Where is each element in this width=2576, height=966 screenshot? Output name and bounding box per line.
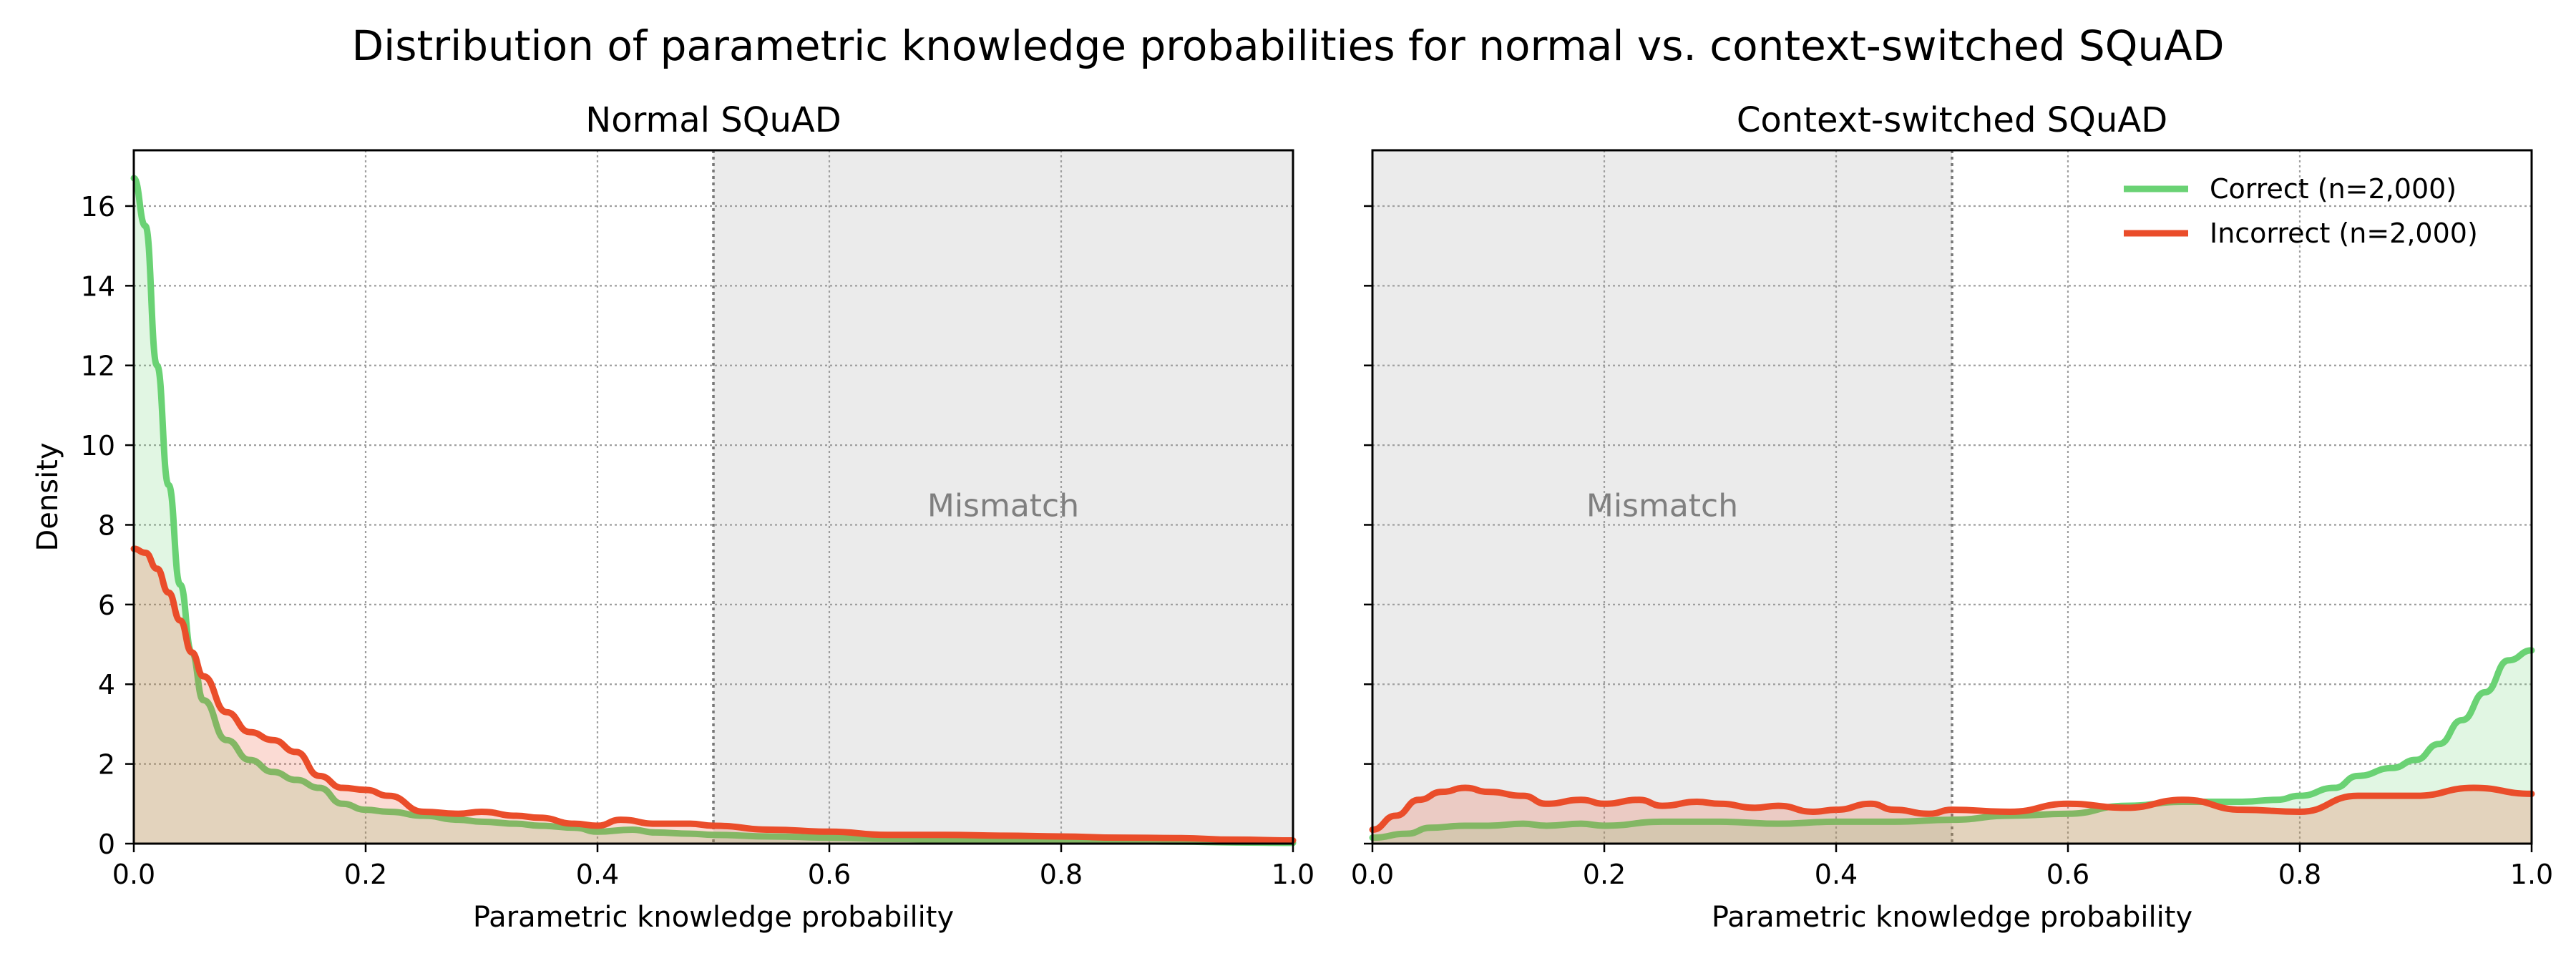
- y-tick-label: 16: [81, 191, 115, 223]
- y-tick-label: 2: [98, 749, 115, 781]
- series-area-correct: [134, 177, 1293, 844]
- x-tick-label: 0.4: [576, 859, 619, 890]
- y-tick-label: 8: [98, 509, 115, 541]
- series-area-incorrect: [134, 548, 1293, 844]
- mismatch-label: Mismatch: [1586, 488, 1738, 525]
- legend-entry: Correct (n=2,000): [2210, 173, 2457, 205]
- mismatch-region: [1372, 150, 1952, 844]
- y-tick-label: 4: [98, 669, 115, 701]
- series-line-incorrect: [1369, 784, 2535, 834]
- y-tick-label: 12: [81, 351, 115, 382]
- x-tick-label: 0.4: [1815, 859, 1858, 890]
- mismatch-label: Mismatch: [927, 488, 1079, 525]
- panel-title: Context-switched SQuAD: [1737, 100, 2167, 140]
- legend: Correct (n=2,000) Incorrect (n=2,000): [2124, 173, 2478, 249]
- x-tick-label: 0.8: [2278, 859, 2321, 890]
- y-tick-label: 14: [81, 270, 115, 302]
- x-tick-label: 0.0: [1351, 859, 1394, 890]
- panel-normal-squad: Mismatch 0.0 0.2 0.4 0.6 0.8 1.0 0 2 4 6 8 10 12 14 16 N…: [31, 100, 1314, 934]
- series-area-correct: [1372, 650, 2532, 844]
- y-axis-label: Density: [31, 442, 64, 551]
- y-tick-label: 6: [98, 590, 115, 621]
- series-line-incorrect: [130, 545, 1297, 844]
- figure-title: Distribution of parametric knowledge pro…: [352, 21, 2225, 70]
- x-tick-label: 1.0: [2510, 859, 2553, 890]
- series-area-incorrect: [1372, 788, 2532, 844]
- y-tick-label: 0: [98, 829, 115, 860]
- x-axis-label: Parametric knowledge probability: [1712, 901, 2192, 934]
- x-tick-label: 0.6: [2046, 859, 2089, 890]
- legend-entry: Incorrect (n=2,000): [2210, 218, 2478, 249]
- y-tick-label: 10: [81, 430, 115, 462]
- x-tick-label: 0.0: [112, 859, 155, 890]
- panel-title: Normal SQuAD: [585, 100, 841, 140]
- x-tick-label: 0.2: [1583, 859, 1626, 890]
- axes-frame: [132, 149, 1294, 845]
- x-tick-label: 1.0: [1272, 859, 1314, 890]
- series-line-correct: [1369, 647, 2535, 841]
- panel-context-switched-squad: Mismatch 0.0 0.2 0.4 0.6 0.8 1.0 Context-switch…: [1351, 100, 2553, 934]
- axes-frame: [1371, 149, 2533, 845]
- x-tick-label: 0.6: [808, 859, 851, 890]
- x-axis-label: Parametric knowledge probability: [473, 901, 954, 934]
- series-line-correct: [130, 175, 1297, 847]
- mismatch-region: [713, 150, 1293, 844]
- x-tick-label: 0.2: [344, 859, 387, 890]
- x-tick-label: 0.8: [1040, 859, 1083, 890]
